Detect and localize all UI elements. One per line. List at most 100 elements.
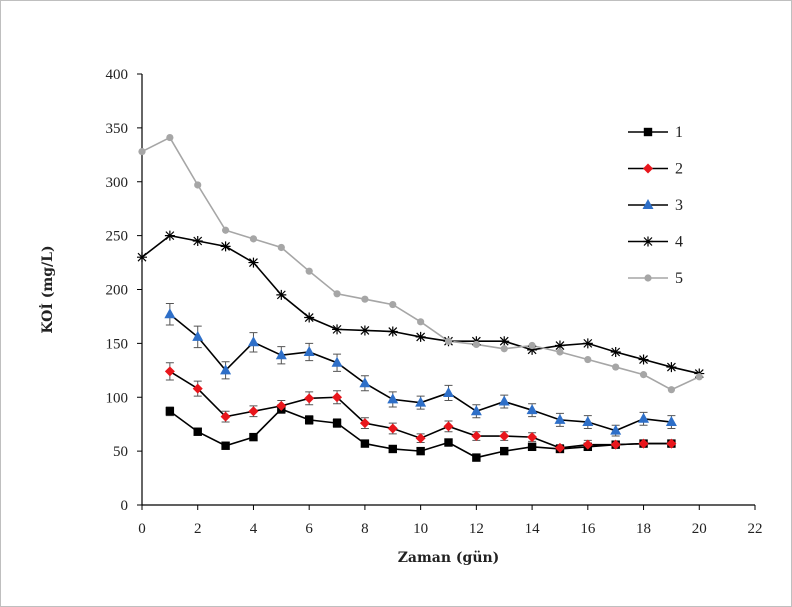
series-4-point [554, 340, 565, 351]
y-tick-label: 150 [106, 336, 129, 352]
series-3-point [359, 377, 371, 388]
series-5-point [667, 386, 676, 394]
series-1-point [388, 444, 397, 454]
series-5-point [333, 290, 341, 298]
y-tick-label: 400 [106, 67, 129, 83]
x-tick-label: 4 [250, 521, 258, 537]
y-tick-label: 350 [106, 121, 129, 137]
x-axis-title: Zaman (gün) [398, 550, 500, 566]
series-1-point [165, 407, 175, 416]
series-4-point [666, 362, 677, 373]
x-tick-label: 10 [413, 521, 428, 537]
series-3-point [275, 349, 287, 360]
series-1-point [527, 442, 537, 452]
series-3-point [415, 396, 427, 407]
series-5-point [166, 133, 174, 142]
x-tick-label: 20 [692, 521, 707, 537]
series-3-point [443, 386, 454, 397]
series-3-point [638, 412, 650, 423]
series-2-point [554, 442, 565, 453]
series-1-point [249, 432, 258, 442]
series-5-point [444, 337, 453, 345]
series-2-point [387, 423, 398, 434]
series-5-point [194, 181, 202, 189]
series-5-point [472, 340, 480, 349]
series-5-point [695, 373, 703, 381]
x-tick-label: 22 [748, 521, 763, 537]
series-3-point [554, 413, 566, 424]
series-4-point [332, 324, 343, 335]
series-5-point [221, 226, 230, 234]
series-5-point [584, 355, 592, 364]
legend-label-4: 4 [675, 234, 683, 251]
x-tick-label: 0 [138, 521, 146, 537]
series-5-point [389, 300, 397, 309]
series-3-point [498, 395, 510, 406]
series-5-point [612, 363, 620, 371]
series-2-point [304, 393, 315, 404]
series-1-point [221, 441, 230, 450]
series-3-point [610, 424, 622, 435]
y-tick-label: 200 [106, 283, 129, 299]
legend: 1 2 3 4 5 [628, 124, 683, 287]
series-3-point [192, 330, 204, 341]
y-axis-title: KOİ (mg/L) [37, 245, 56, 333]
series-2-point [499, 431, 510, 442]
series-3-point [331, 356, 343, 367]
series-2-point [471, 431, 482, 442]
series-4-point [499, 336, 510, 347]
x-tick-label: 6 [305, 521, 313, 537]
series-5-point [528, 341, 536, 350]
series-4-point [527, 344, 538, 355]
series-2-point [220, 411, 231, 422]
series-2-point [582, 439, 593, 450]
series-3-point [582, 416, 594, 427]
series-4-point [638, 354, 649, 365]
series-2-point [359, 418, 370, 429]
series-2-point [666, 438, 677, 449]
x-tick-label: 18 [636, 521, 651, 537]
series-5-point [138, 147, 146, 156]
series-5-point [249, 235, 258, 243]
series-4-point [359, 325, 370, 336]
series-1-point [304, 415, 314, 425]
series-5-point [500, 345, 508, 353]
legend-marker-2 [643, 163, 653, 174]
series-1-point [416, 446, 425, 456]
legend-marker-1 [643, 127, 653, 137]
legend-label-3: 3 [675, 197, 683, 214]
series-5-point [417, 318, 425, 326]
series-2-point [610, 439, 621, 450]
series-5-point [305, 267, 313, 275]
series-4-point [415, 331, 426, 342]
y-tick-label: 100 [106, 390, 129, 406]
series-2-point [164, 366, 175, 377]
legend-label-1: 1 [675, 124, 683, 141]
series-3-point [220, 364, 232, 375]
legend-marker-4 [643, 236, 653, 247]
x-tick-label: 12 [469, 521, 484, 537]
series-1-point [360, 439, 370, 448]
series-5-point [361, 295, 369, 303]
series-1-point [472, 453, 481, 462]
y-tick-label: 50 [113, 444, 128, 460]
series-4-point [610, 346, 621, 357]
series-5-point [277, 243, 285, 252]
legend-label-5: 5 [675, 270, 683, 287]
series-3-point [164, 308, 176, 319]
series-1-point [500, 446, 509, 456]
series-5-point [556, 348, 564, 356]
series-3-point [387, 393, 399, 404]
series-2-point [192, 383, 203, 394]
x-tick-label: 8 [361, 521, 369, 537]
series-markers [137, 133, 705, 462]
y-tick-label: 300 [106, 175, 129, 191]
series-2-point [527, 432, 538, 443]
series-2-point [332, 392, 343, 403]
y-tick-label: 250 [106, 229, 129, 245]
legend-label-2: 2 [675, 161, 683, 178]
series-2-point [415, 433, 426, 444]
x-tick-label: 2 [194, 521, 202, 537]
legend-marker-5 [644, 274, 652, 282]
